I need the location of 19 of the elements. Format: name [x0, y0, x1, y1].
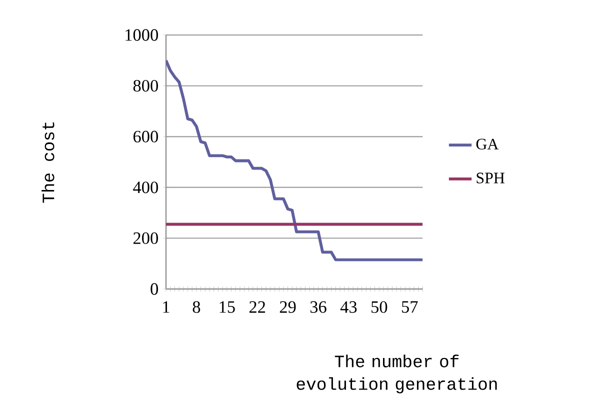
y-axis-title: The cost: [42, 122, 54, 203]
y-tick-label: 1000: [126, 29, 158, 41]
y-tick-label: 800: [133, 80, 158, 92]
x-tick-label: 36: [310, 301, 326, 313]
y-tick-label: 600: [133, 130, 158, 142]
y-tick-label: 400: [133, 182, 158, 194]
x-tick-label: 22: [249, 301, 266, 313]
y-tick-label: 200: [133, 232, 158, 244]
legend-label: SPH: [476, 172, 504, 184]
x-tick-label: 1: [163, 301, 170, 313]
x-tick-label: 43: [340, 301, 357, 313]
x-tick-label: 57: [402, 301, 418, 313]
x-tick-label: 15: [220, 301, 235, 313]
x-axis-title: The number of evolution generation: [296, 354, 497, 394]
x-tick-label: 8: [192, 301, 200, 313]
x-tick-label: 50: [372, 301, 388, 313]
y-tick-label: 0: [150, 283, 158, 295]
x-tick-label: 29: [280, 301, 296, 313]
legend-label: GA: [476, 138, 499, 150]
